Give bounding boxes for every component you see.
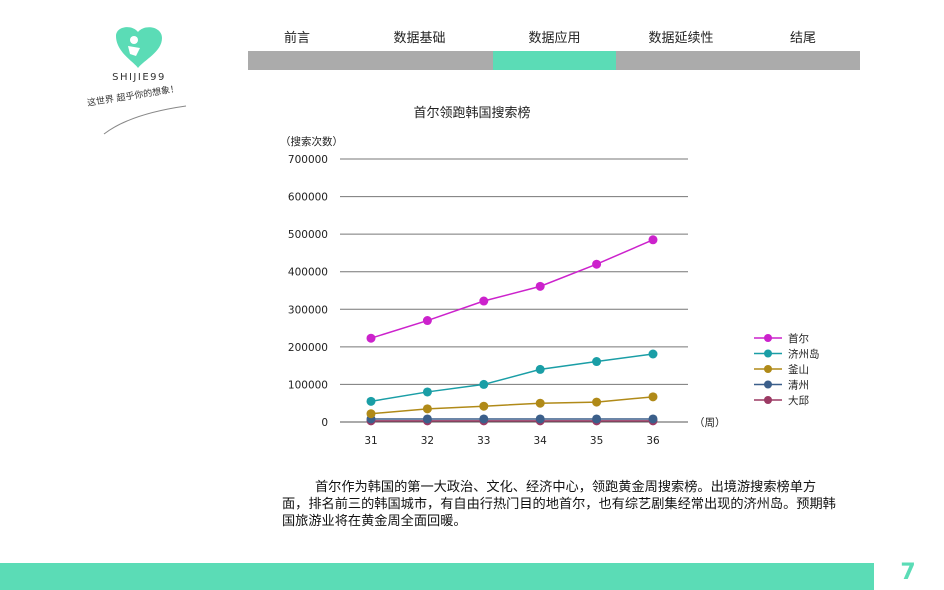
legend-label: 釜山 (788, 363, 809, 376)
nav-tab-data-application[interactable]: 数据应用 (493, 24, 616, 70)
data-point (648, 235, 658, 245)
series-line (370, 353, 654, 403)
swoosh-decoration (103, 105, 187, 135)
nav-tab-bar (346, 51, 493, 70)
chart-area: （搜索次数） 0 100000 200000 300000 400000 500000 600… (260, 128, 860, 448)
data-point (592, 259, 602, 269)
y-tick-label: 700000 (288, 154, 328, 166)
y-tick-label: 400000 (288, 267, 328, 279)
x-tick-label: 36 (646, 435, 660, 447)
data-point (648, 349, 658, 359)
data-point (366, 396, 376, 406)
x-tick-label: 32 (421, 435, 434, 447)
data-point (366, 409, 376, 419)
nav-tab-data-basis[interactable]: 数据基础 (346, 24, 493, 70)
data-point (592, 414, 602, 424)
nav-tab-bar (248, 51, 346, 70)
data-point (592, 357, 602, 367)
footer-bar (0, 563, 874, 590)
description-paragraph: 首尔作为韩国的第一大政治、文化、经济中心，领跑黄金周搜索榜。出境游搜索榜单方面，… (282, 479, 840, 530)
data-point (535, 281, 545, 291)
y-tick-label: 600000 (288, 192, 328, 204)
y-tick-label: 500000 (288, 229, 328, 241)
legend-marker (764, 349, 772, 358)
data-point (479, 296, 489, 306)
data-point (592, 397, 602, 407)
data-point (422, 387, 432, 397)
y-tick-label: 200000 (288, 342, 328, 354)
legend-marker (764, 334, 772, 342)
data-point (422, 404, 432, 414)
data-point (648, 414, 658, 424)
y-tick-label: 300000 (288, 304, 328, 316)
legend-label: 首尔 (788, 332, 809, 345)
nav-tab-data-continuity[interactable]: 数据延续性 (616, 24, 746, 70)
data-point (366, 333, 376, 343)
description-text: 首尔作为韩国的第一大政治、文化、经济中心，领跑黄金周搜索榜。出境游搜索榜单方面，… (282, 480, 836, 529)
page-number: 7 (900, 560, 916, 585)
x-tick-label: 35 (590, 435, 603, 447)
x-tick-label: 34 (534, 435, 548, 447)
data-point (422, 316, 432, 326)
y-tick-label: 0 (321, 417, 328, 429)
data-point (479, 401, 489, 411)
data-point (535, 364, 545, 374)
y-axis-label: （搜索次数） (280, 135, 343, 148)
x-axis-label: （周） (694, 417, 726, 429)
legend-marker (764, 396, 772, 404)
nav-tab-label: 数据应用 (528, 31, 581, 46)
data-point (535, 398, 545, 408)
legend-marker (764, 365, 772, 373)
legend-marker (764, 380, 772, 389)
data-point (422, 414, 432, 424)
brand-name: SHIJIE99 (112, 72, 166, 83)
legend-label: 大邱 (788, 394, 809, 407)
nav-tab-intro[interactable]: 前言 (248, 24, 346, 70)
data-point (648, 392, 658, 402)
series-line (370, 239, 654, 339)
data-point (479, 414, 489, 424)
x-tick-label: 33 (477, 435, 490, 447)
nav-tab-ending[interactable]: 结尾 (746, 24, 860, 70)
brand-logo (104, 22, 174, 92)
nav-tab-label: 结尾 (789, 31, 816, 46)
line-chart: （搜索次数） 0 100000 200000 300000 400000 500000 600… (280, 135, 820, 447)
top-navigation: 前言 数据基础 数据应用 数据延续性 结尾 (248, 24, 860, 70)
y-tick-label: 100000 (288, 379, 328, 391)
nav-tab-label: 数据基础 (393, 31, 446, 46)
x-tick-label: 31 (364, 435, 377, 447)
nav-tab-bar (493, 51, 616, 70)
data-point (479, 379, 489, 389)
data-point (535, 414, 545, 424)
chart-title: 首尔领跑韩国搜索榜 (413, 106, 531, 121)
nav-tab-label: 数据延续性 (648, 31, 714, 46)
nav-tab-label: 前言 (283, 31, 310, 46)
nav-tab-bar (746, 51, 860, 70)
legend-label: 济州岛 (788, 348, 820, 361)
legend-label: 清州 (788, 379, 809, 392)
series-line (370, 396, 654, 415)
nav-tab-bar (616, 51, 746, 70)
